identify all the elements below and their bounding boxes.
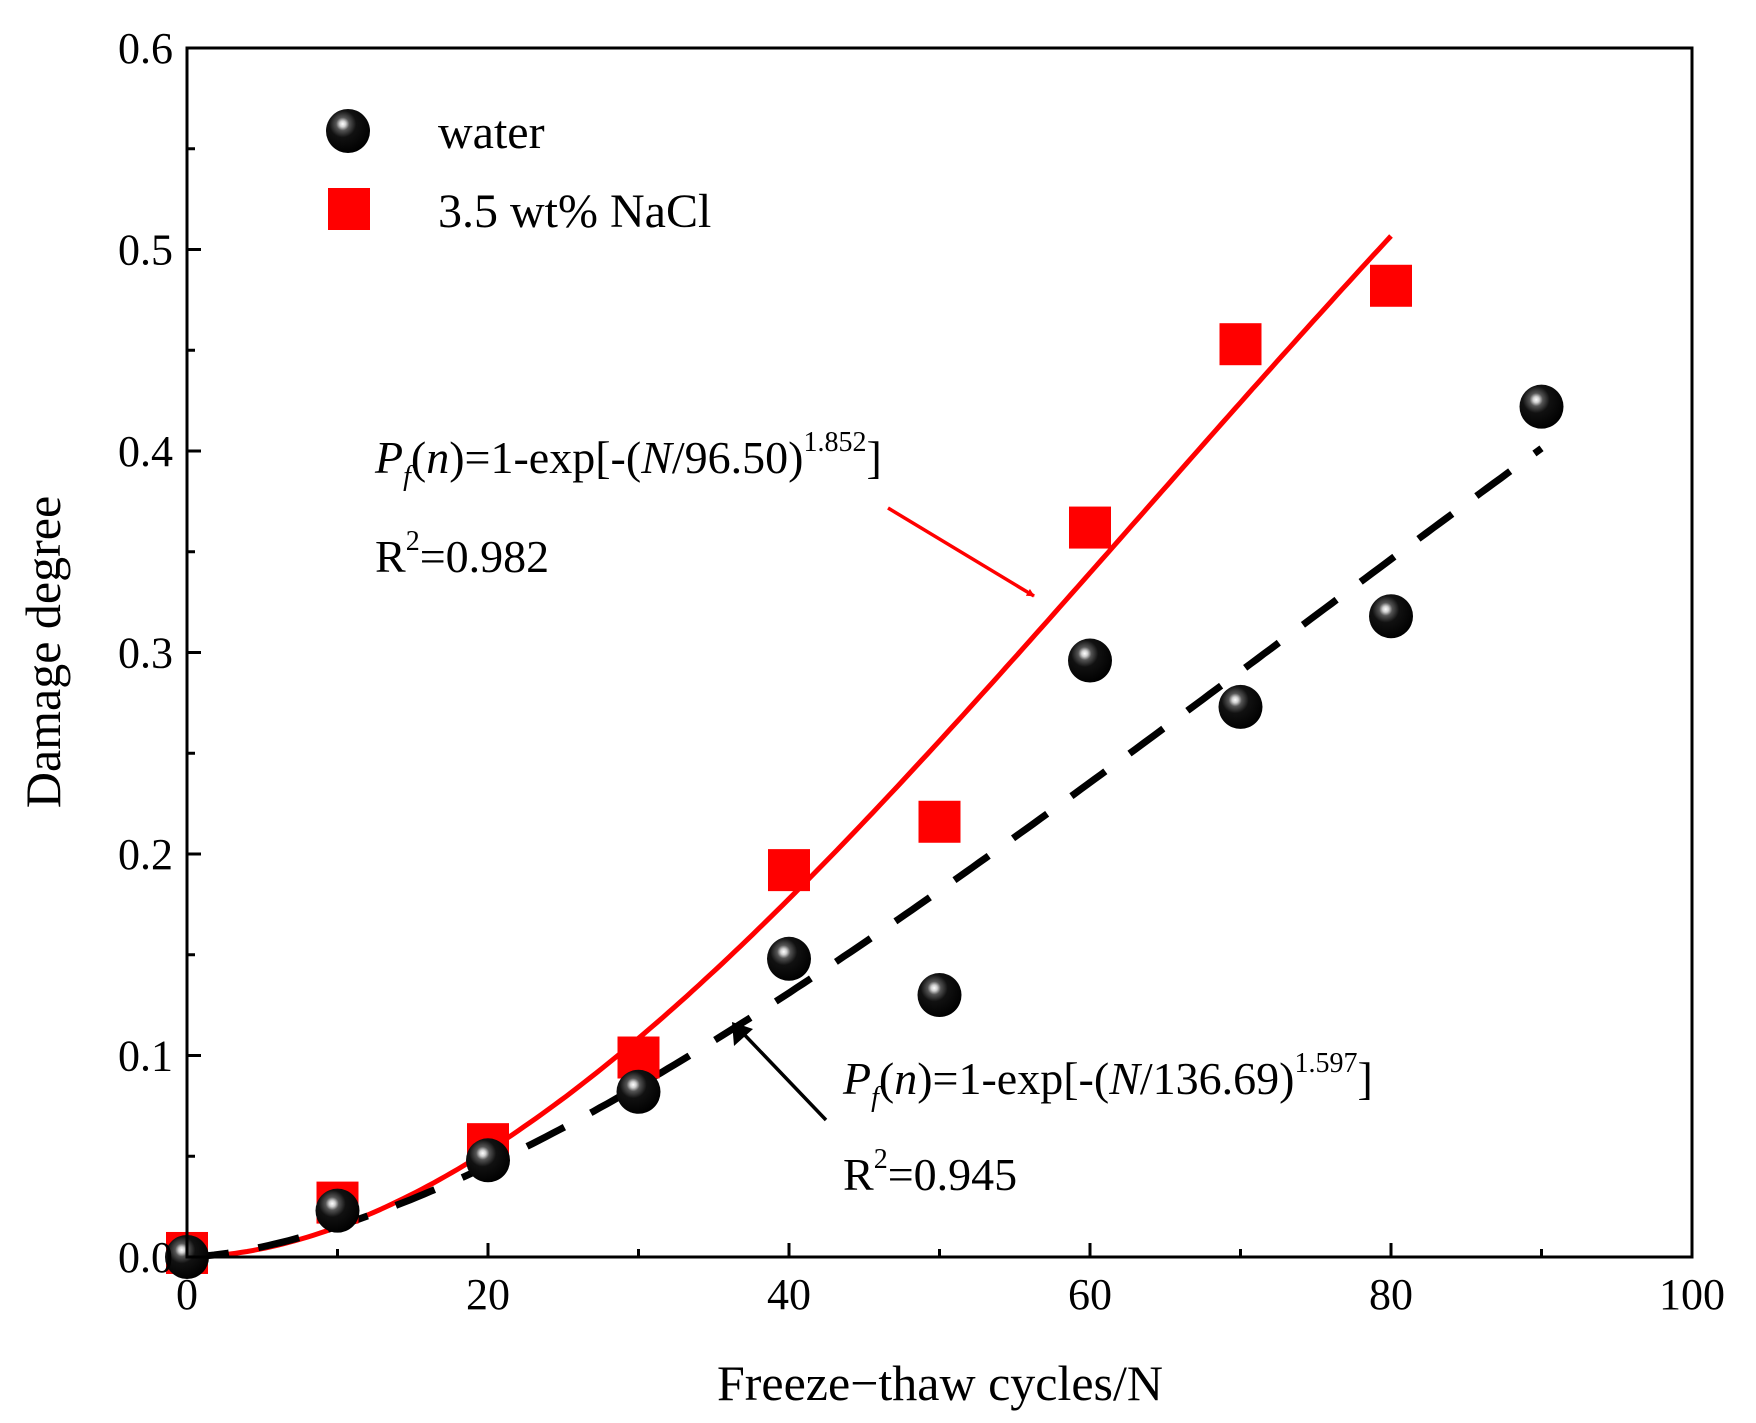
legend: water 3.5 wt% NaCl <box>326 106 711 238</box>
x-axis-title: Freeze−thaw cycles/N <box>717 1355 1163 1411</box>
data-points <box>165 264 1564 1279</box>
x-tick-label: 60 <box>1068 1270 1112 1319</box>
y-tick-label: 0.2 <box>118 830 173 879</box>
y-tick-label: 0.3 <box>118 629 173 678</box>
point-water <box>1369 594 1413 639</box>
point-nacl <box>768 849 810 892</box>
point-nacl <box>918 800 961 843</box>
water-fit-arrow <box>736 1026 828 1122</box>
fit-curve-water <box>186 445 1544 1261</box>
point-water <box>466 1138 510 1183</box>
point-water <box>1519 384 1564 429</box>
y-tick-label: 0.6 <box>118 24 173 73</box>
legend-water-label: water <box>438 106 545 159</box>
point-nacl <box>1370 264 1412 307</box>
point-water <box>1218 684 1263 729</box>
x-tick-label: 20 <box>466 1270 510 1319</box>
legend-nacl-label: 3.5 wt% NaCl <box>438 185 711 238</box>
point-water <box>767 936 811 981</box>
annotation-water-fit: Pf(n)=1-exp[-(N/136.69)1.597] R2=0.945 <box>732 1022 1373 1200</box>
y-tick-label: 0.0 <box>118 1233 173 1282</box>
point-water <box>315 1188 360 1233</box>
point-water <box>1068 638 1112 683</box>
water-fit-r2: R2=0.945 <box>843 1144 1017 1200</box>
legend-nacl-marker <box>328 188 370 230</box>
axis-ticks: 0 20 40 60 80 100 0.0 0.1 0.2 0.3 0.4 0.5 0.6 <box>118 24 1725 1319</box>
y-tick-label: 0.1 <box>118 1032 173 1081</box>
point-water <box>616 1069 661 1114</box>
fit-curve-nacl <box>186 234 1393 1260</box>
point-water <box>917 973 962 1018</box>
x-tick-label: 40 <box>767 1270 811 1319</box>
annotation-nacl-fit: Pf(n)=1-exp[-(N/96.50)1.852] R2=0.982 <box>374 427 1035 598</box>
nacl-fit-r2: R2=0.982 <box>375 526 549 582</box>
nacl-fit-arrow <box>887 506 1035 598</box>
point-nacl <box>1219 323 1262 366</box>
fit-curves <box>186 234 1544 1261</box>
water-fit-equation: Pf(n)=1-exp[-(N/136.69)1.597] <box>842 1048 1373 1113</box>
x-tick-label: 100 <box>1659 1270 1725 1319</box>
x-tick-label: 80 <box>1369 1270 1413 1319</box>
y-axis-title: Damage degree <box>15 496 71 808</box>
nacl-fit-equation: Pf(n)=1-exp[-(N/96.50)1.852] <box>374 427 882 492</box>
water-fit-arrowhead <box>732 1022 753 1046</box>
y-tick-label: 0.4 <box>118 427 173 476</box>
x-tick-label: 0 <box>176 1270 198 1319</box>
legend-water-marker <box>326 109 370 153</box>
point-nacl <box>1069 506 1111 549</box>
y-tick-label: 0.5 <box>118 226 173 275</box>
